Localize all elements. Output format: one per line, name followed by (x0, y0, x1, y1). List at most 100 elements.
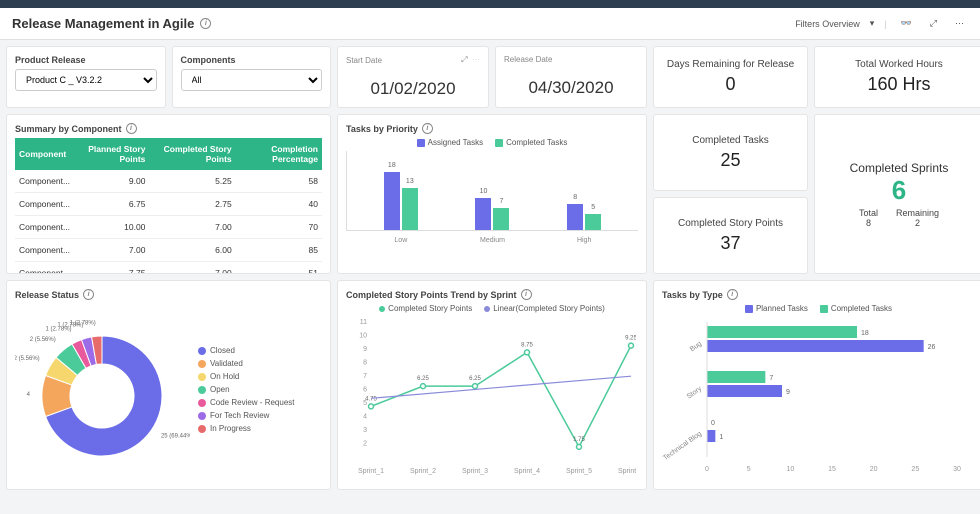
date-label: Start Date (346, 56, 382, 65)
svg-text:Technical Blog: Technical Blog (662, 430, 703, 462)
svg-text:4: 4 (27, 392, 31, 398)
table-row[interactable]: Component...7.757.0051 (15, 262, 322, 275)
info-icon[interactable]: i (422, 123, 433, 134)
info-icon[interactable]: i (727, 289, 738, 300)
divider: | (884, 19, 886, 29)
priority-chart-card: Tasks by Priorityi Assigned TasksComplet… (337, 114, 647, 274)
release-status-card: Release Statusi 25 (69.44%)42 (5.56%)2 (… (6, 280, 331, 490)
bar-chart: 1813Low107Medium85High (346, 151, 638, 231)
kpi-value: 25 (720, 150, 740, 171)
donut-chart: 25 (69.44%)42 (5.56%)2 (5.56%)1 (2.78%)1… (15, 304, 190, 479)
svg-text:10: 10 (359, 333, 367, 340)
info-icon[interactable]: i (200, 18, 211, 29)
chart-legend: Assigned TasksCompleted Tasks (346, 138, 638, 147)
days-remaining-kpi: Days Remaining for Release 0 (653, 46, 808, 108)
kpi-value: 37 (720, 233, 740, 254)
product-release-select[interactable]: Product C _ V3.2.2 (15, 69, 157, 91)
start-date-value: 01/02/2020 (346, 79, 480, 99)
kpi-value: 160 Hrs (867, 74, 930, 95)
donut-legend: ClosedValidatedOn HoldOpenCode Review - … (198, 346, 294, 437)
type-chart-card: Tasks by Typei Planned TasksCompleted Ta… (653, 280, 980, 490)
top-bar (0, 0, 980, 8)
glasses-icon[interactable]: 👓 (897, 16, 916, 31)
svg-text:11: 11 (360, 319, 367, 326)
svg-text:6: 6 (363, 387, 367, 394)
expand-icon[interactable]: ⤢ (926, 16, 941, 31)
kpi-label: Completed Sprints (823, 161, 975, 175)
svg-text:25 (69.44%): 25 (69.44%) (161, 433, 190, 439)
table-row[interactable]: Component...7.006.0085 (15, 239, 322, 262)
trend-chart-card: Completed Story Points Trend by Sprinti … (337, 280, 647, 490)
kpi-label: Days Remaining for Release (667, 59, 794, 70)
svg-text:2: 2 (363, 441, 367, 448)
svg-text:2 (5.56%): 2 (5.56%) (15, 356, 40, 362)
svg-text:10: 10 (786, 466, 794, 473)
table-header[interactable]: Component (15, 138, 74, 170)
svg-text:1.75: 1.75 (573, 437, 585, 443)
svg-text:9: 9 (363, 346, 367, 353)
table-row[interactable]: Component...9.005.2558 (15, 170, 322, 193)
dashboard-grid: Product Release Product C _ V3.2.2 Compo… (0, 40, 980, 496)
kpi-label: Total Worked Hours (855, 59, 943, 70)
svg-text:8.75: 8.75 (521, 342, 533, 348)
svg-text:7: 7 (363, 373, 367, 380)
worked-hours-kpi: Total Worked Hours 160 Hrs (814, 46, 980, 108)
svg-text:4: 4 (363, 414, 367, 421)
product-release-filter: Product Release Product C _ V3.2.2 (6, 46, 166, 108)
page-title: Release Management in Agilei (12, 16, 211, 31)
more-icon[interactable]: ⋯ (951, 16, 968, 31)
svg-text:9.25: 9.25 (625, 336, 636, 342)
components-select[interactable]: All (181, 69, 323, 91)
table-header[interactable]: Completed Story Points (149, 138, 235, 170)
svg-text:1: 1 (719, 434, 723, 441)
page-header: Release Management in Agilei Filters Ove… (0, 8, 980, 40)
svg-text:4.75: 4.75 (365, 396, 377, 402)
line-chart: 234567891011Sprint_1Sprint_2Sprint_3Spri… (346, 317, 636, 477)
summary-table-card: Summary by Componenti ComponentPlanned S… (6, 114, 331, 274)
hbar-chart: Bug1826Story79Technical Blog010510152025… (662, 317, 972, 477)
svg-text:30: 30 (953, 466, 961, 473)
svg-text:2 (5.56%): 2 (5.56%) (30, 337, 56, 343)
svg-text:15: 15 (828, 466, 836, 473)
svg-text:5: 5 (747, 466, 751, 473)
svg-text:Sprint_6: Sprint_6 (618, 468, 636, 475)
svg-text:8: 8 (363, 360, 367, 367)
card-title: Tasks by Typei (662, 289, 975, 300)
kpi-label: Completed Tasks (692, 135, 769, 146)
completed-sprints-kpi: Completed Sprints 6 Total8 Remaining2 (814, 114, 980, 274)
card-actions[interactable]: ⤢ ⋯ (461, 55, 480, 65)
chevron-down-icon[interactable]: ▾ (870, 18, 875, 29)
components-filter: Components All (172, 46, 332, 108)
info-icon[interactable]: i (521, 289, 532, 300)
filter-label: Components (181, 55, 323, 65)
svg-text:9: 9 (786, 389, 790, 396)
table-row[interactable]: Component...6.752.7540 (15, 193, 322, 216)
svg-text:Sprint_3: Sprint_3 (462, 468, 488, 475)
release-date-card: Release Date 04/30/2020 (495, 46, 647, 108)
chart-legend: Planned TasksCompleted Tasks (662, 304, 975, 313)
sprint-breakdown: Total8 Remaining2 (823, 208, 975, 228)
svg-text:6.25: 6.25 (469, 376, 481, 382)
table-row[interactable]: Component...10.007.0070 (15, 216, 322, 239)
svg-text:3: 3 (363, 427, 367, 434)
svg-text:Story: Story (686, 385, 704, 400)
summary-table: ComponentPlanned Story PointsCompleted S… (15, 138, 322, 274)
svg-text:6.25: 6.25 (417, 376, 429, 382)
table-header[interactable]: Completion Percentage (236, 138, 322, 170)
start-date-card: Start Date ⤢ ⋯ 01/02/2020 (337, 46, 489, 108)
svg-text:Sprint_1: Sprint_1 (358, 468, 384, 475)
table-header[interactable]: Planned Story Points (74, 138, 149, 170)
info-icon[interactable]: i (83, 289, 94, 300)
svg-text:26: 26 (928, 344, 936, 351)
filters-overview-link[interactable]: Filters Overview (795, 19, 860, 29)
svg-text:0: 0 (705, 466, 709, 473)
completed-points-kpi: Completed Story Points 37 (653, 197, 808, 274)
svg-text:Bug: Bug (689, 340, 703, 353)
svg-text:Sprint_2: Sprint_2 (410, 468, 436, 475)
svg-text:18: 18 (861, 330, 869, 337)
chart-legend: Completed Story PointsLinear(Completed S… (346, 304, 638, 313)
info-icon[interactable]: i (126, 123, 137, 134)
svg-text:20: 20 (870, 466, 878, 473)
svg-text:0: 0 (711, 420, 715, 427)
kpi-value: 6 (823, 175, 975, 206)
